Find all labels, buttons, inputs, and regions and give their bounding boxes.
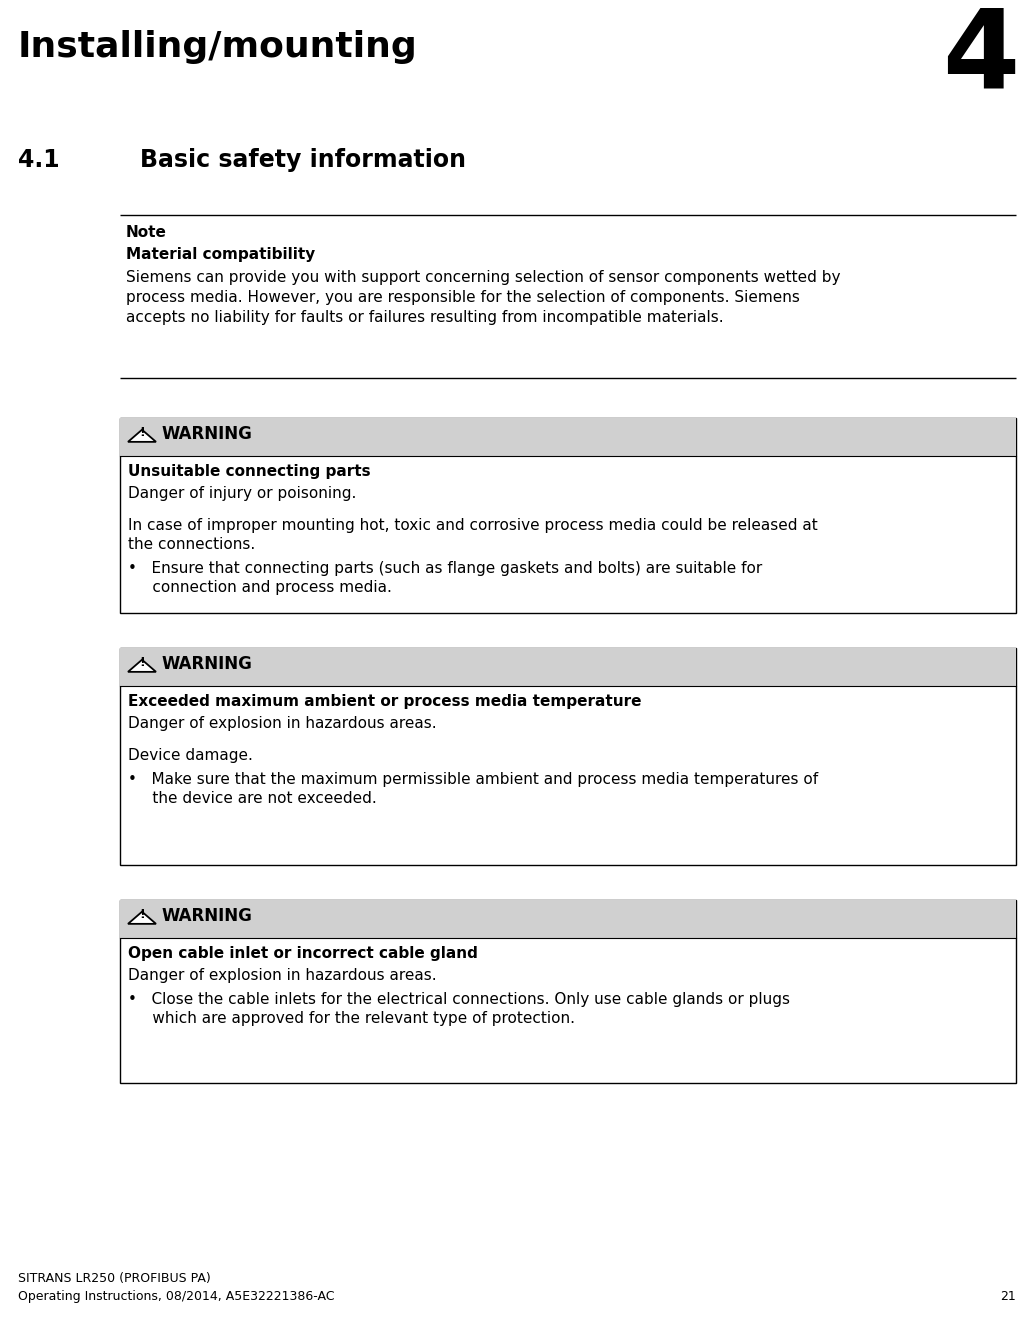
Text: SITRANS LR250 (PROFIBUS PA): SITRANS LR250 (PROFIBUS PA)	[18, 1271, 211, 1285]
Bar	[120, 418, 1016, 456]
Text: Material compatibility: Material compatibility	[126, 247, 315, 262]
Text: Siemens can provide you with support concerning selection of sensor components w: Siemens can provide you with support con…	[126, 270, 841, 324]
Text: •   Make sure that the maximum permissible ambient and process media temperature: • Make sure that the maximum permissible…	[128, 773, 818, 806]
Text: Note: Note	[126, 225, 166, 239]
Bar	[120, 648, 1016, 687]
Bar	[120, 648, 1016, 865]
Text: !: !	[140, 908, 145, 921]
Text: Danger of injury or poisoning.: Danger of injury or poisoning.	[128, 486, 357, 501]
Text: 21: 21	[1000, 1290, 1016, 1303]
Text: Danger of explosion in hazardous areas.: Danger of explosion in hazardous areas.	[128, 716, 436, 732]
Text: •   Close the cable inlets for the electrical connections. Only use cable glands: • Close the cable inlets for the electri…	[128, 992, 790, 1027]
Polygon shape	[128, 430, 156, 442]
Text: !: !	[140, 656, 145, 669]
Text: 4.1: 4.1	[18, 148, 60, 172]
Text: Device damage.: Device damage.	[128, 747, 253, 763]
Text: WARNING: WARNING	[162, 655, 253, 673]
Text: WARNING: WARNING	[162, 908, 253, 925]
Bar	[120, 900, 1016, 1084]
Text: •   Ensure that connecting parts (such as flange gaskets and bolts) are suitable: • Ensure that connecting parts (such as …	[128, 561, 762, 595]
Text: Exceeded maximum ambient or process media temperature: Exceeded maximum ambient or process medi…	[128, 695, 641, 709]
Bar	[120, 900, 1016, 938]
Text: Basic safety information: Basic safety information	[140, 148, 466, 172]
Text: WARNING: WARNING	[162, 425, 253, 443]
Text: In case of improper mounting hot, toxic and corrosive process media could be rel: In case of improper mounting hot, toxic …	[128, 519, 818, 552]
Polygon shape	[128, 660, 156, 672]
Text: Open cable inlet or incorrect cable gland: Open cable inlet or incorrect cable glan…	[128, 946, 478, 960]
Text: !: !	[140, 426, 145, 439]
Text: Unsuitable connecting parts: Unsuitable connecting parts	[128, 464, 370, 479]
Text: 4: 4	[942, 5, 1018, 112]
Text: Installing/mounting: Installing/mounting	[18, 30, 418, 64]
Text: Danger of explosion in hazardous areas.: Danger of explosion in hazardous areas.	[128, 968, 436, 983]
Text: Operating Instructions, 08/2014, A5E32221386-AC: Operating Instructions, 08/2014, A5E3222…	[18, 1290, 335, 1303]
Polygon shape	[128, 912, 156, 923]
Bar	[120, 418, 1016, 613]
